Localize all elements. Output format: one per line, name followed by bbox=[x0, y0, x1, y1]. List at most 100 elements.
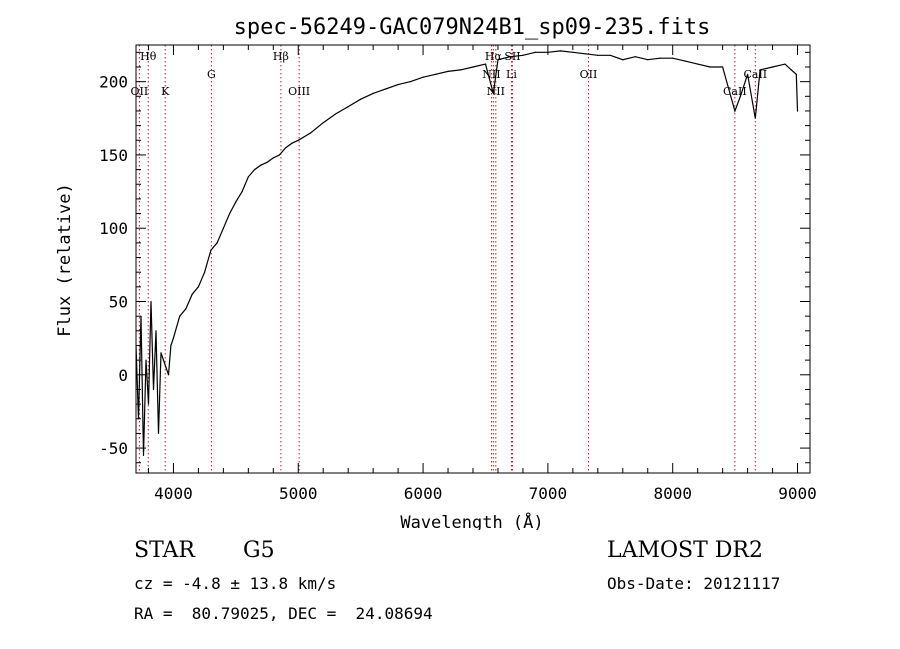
spectrum-point bbox=[622, 59, 624, 61]
x-tick-label: 6000 bbox=[404, 484, 443, 503]
spectrum-point bbox=[790, 69, 792, 71]
spectrum-point bbox=[497, 59, 499, 61]
spectrum-point bbox=[310, 132, 312, 134]
spectrum-point bbox=[722, 66, 724, 68]
spectrum-point bbox=[210, 249, 212, 251]
y-tick-label: 50 bbox=[109, 293, 128, 312]
spectrum-point bbox=[597, 54, 599, 56]
spectrum-point bbox=[492, 92, 494, 94]
spectrum-point bbox=[684, 60, 686, 62]
chart-title: spec-56249-GAC079N24B1_sp09-235.fits bbox=[234, 15, 711, 40]
spectrum-point bbox=[260, 164, 262, 166]
spectrum-point bbox=[241, 191, 243, 193]
spectrum-point bbox=[647, 59, 649, 61]
spectrum-point bbox=[360, 98, 362, 100]
spectrum-line-0 bbox=[136, 50, 799, 456]
spectrum-point bbox=[162, 359, 165, 361]
spectrum-point bbox=[397, 84, 399, 86]
spectrum-point bbox=[197, 286, 199, 288]
spectrum-point bbox=[160, 352, 162, 354]
spectrum-point bbox=[291, 142, 293, 144]
spectrum-point bbox=[145, 359, 147, 361]
spectrum-point bbox=[157, 432, 160, 434]
line-label-4: Hβ bbox=[273, 50, 289, 63]
spectrum-point bbox=[435, 73, 437, 75]
spectrum-point bbox=[335, 113, 337, 115]
spectrum-point bbox=[484, 63, 487, 65]
line-label-8: NII bbox=[487, 85, 505, 98]
y-axis-label: Flux (relative) bbox=[55, 183, 75, 337]
spectrum-point bbox=[222, 227, 224, 229]
spectrum-point bbox=[235, 201, 237, 203]
line-label-11: OII bbox=[580, 68, 598, 81]
spectrum-point bbox=[179, 315, 181, 317]
spectrum-point bbox=[559, 50, 562, 52]
spectrum-point bbox=[534, 51, 537, 53]
spectrum-point bbox=[322, 122, 324, 124]
spectrum-point bbox=[459, 69, 462, 71]
spectrum-point bbox=[672, 57, 674, 59]
spectrum-point bbox=[172, 337, 174, 339]
spectrum-point bbox=[165, 366, 167, 369]
x-tick-label: 7000 bbox=[529, 484, 568, 503]
y-tick-label: 100 bbox=[99, 219, 128, 238]
spectrum-point bbox=[754, 117, 756, 119]
spectrum-point bbox=[584, 53, 586, 55]
x-tick-label: 8000 bbox=[653, 484, 692, 503]
y-tick-label: 0 bbox=[118, 366, 128, 385]
spectrum-point bbox=[297, 139, 299, 141]
spectrum-point bbox=[784, 63, 786, 65]
x-tick-label: 9000 bbox=[778, 484, 817, 503]
spectrum-point bbox=[278, 154, 281, 156]
spectrum-point bbox=[697, 63, 699, 65]
spectrum-point bbox=[772, 66, 774, 68]
spectrum-point bbox=[254, 169, 256, 171]
spectrum-point bbox=[422, 76, 424, 78]
spectrum-point bbox=[150, 300, 152, 303]
spectrum-point bbox=[522, 54, 524, 56]
spectrum-point bbox=[634, 56, 636, 58]
spectrum-point bbox=[229, 213, 231, 215]
spectrum-point bbox=[472, 66, 474, 68]
spectrum-point bbox=[285, 147, 287, 149]
spectrum-point bbox=[204, 271, 206, 273]
object-subclass: G5 bbox=[243, 538, 275, 563]
line-label-10: Li bbox=[506, 68, 517, 81]
spectrum-point bbox=[247, 176, 249, 178]
spectrum-point bbox=[739, 95, 742, 97]
observation-date: Obs-Date: 20121117 bbox=[607, 574, 781, 593]
spectrum-point bbox=[734, 110, 736, 112]
spectrum-chart: spec-56249-GAC079N24B1_sp09-235.fits Hθ O… bbox=[55, 15, 817, 533]
spectrum-point bbox=[147, 403, 150, 405]
spectrum-point bbox=[191, 293, 193, 295]
spectrum-point bbox=[410, 81, 412, 83]
line-label-7: NII bbox=[482, 68, 500, 81]
line-label-6: Hα bbox=[485, 50, 503, 63]
object-class: STAR bbox=[134, 538, 195, 563]
redshift-text: cz = -4.8 ± 13.8 km/s bbox=[134, 574, 337, 593]
line-label-1: OII bbox=[131, 85, 149, 98]
spectrum-point bbox=[609, 54, 611, 56]
x-tick-label: 4000 bbox=[154, 484, 193, 503]
spectrum-point bbox=[572, 51, 574, 53]
y-tick-label: 150 bbox=[99, 146, 128, 165]
spectrum-point bbox=[659, 57, 661, 59]
spectrum-series bbox=[136, 50, 799, 456]
line-label-3: G bbox=[207, 68, 216, 81]
spectrum-point bbox=[152, 388, 155, 391]
spectrum-point bbox=[142, 454, 145, 456]
spectrum-point bbox=[272, 157, 274, 159]
x-tick-label: 5000 bbox=[279, 484, 318, 503]
survey-name: LAMOST DR2 bbox=[607, 538, 763, 563]
spectrum-point bbox=[347, 106, 349, 108]
spectrum-point bbox=[372, 92, 374, 94]
spectrum-point bbox=[447, 70, 449, 72]
spectrum-point bbox=[155, 330, 157, 332]
line-label-0: Hθ bbox=[140, 50, 157, 63]
x-axis-label: Wavelength (Å) bbox=[400, 511, 543, 530]
spectrum-point bbox=[167, 374, 170, 376]
y-tick-label: 200 bbox=[99, 73, 128, 92]
spectrum-point bbox=[747, 73, 749, 75]
coordinates-text: RA = 80.79025, DEC = 24.08694 bbox=[134, 604, 433, 623]
